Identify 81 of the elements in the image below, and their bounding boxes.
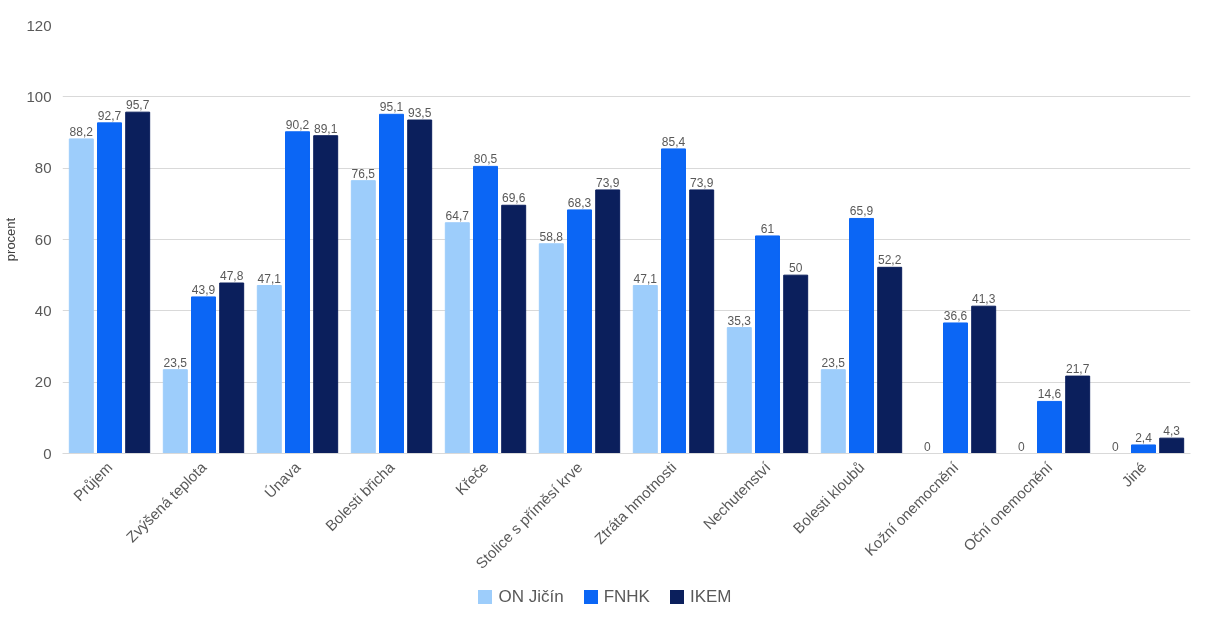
bar — [162, 369, 188, 454]
y-tick-label: 80 — [34, 159, 52, 177]
bar — [783, 274, 809, 454]
bar — [444, 222, 470, 454]
bar — [313, 135, 339, 454]
data-label: 61 — [760, 221, 775, 236]
legend-label: IKEM — [689, 586, 732, 608]
data-label: 88,2 — [69, 124, 94, 139]
legend-label: FNHK — [603, 586, 650, 608]
bar — [689, 189, 715, 454]
data-label: 47,1 — [257, 271, 282, 286]
legend-label: ON Jičín — [498, 586, 564, 608]
y-tick-label: 20 — [34, 373, 52, 391]
x-tick-label: Jiné — [1118, 458, 1150, 490]
data-label: 0 — [923, 439, 931, 454]
data-label: 41,3 — [972, 292, 996, 307]
data-label: 69,6 — [502, 191, 526, 206]
bar — [473, 165, 498, 454]
bar — [661, 148, 686, 454]
bar — [820, 369, 846, 454]
data-label: 47,8 — [220, 269, 244, 284]
data-label: 95,1 — [379, 100, 404, 115]
data-label: 92,7 — [97, 108, 122, 123]
bar — [1037, 400, 1062, 454]
data-label: 23,5 — [163, 355, 188, 370]
bar — [632, 285, 658, 454]
data-label: 35,3 — [727, 313, 752, 328]
data-label: 64,7 — [445, 208, 470, 223]
bar — [68, 138, 94, 454]
bar — [538, 243, 564, 454]
data-label: 80,5 — [473, 152, 498, 167]
data-label: 0 — [1111, 439, 1119, 454]
y-tick-label: 120 — [26, 16, 52, 34]
data-label: 89,1 — [314, 121, 338, 136]
bar — [97, 122, 122, 454]
data-label: 90,2 — [285, 117, 310, 132]
data-label: 58,8 — [539, 229, 564, 244]
data-label: 4,3 — [1163, 424, 1181, 439]
data-label: 93,5 — [408, 106, 432, 121]
bar — [726, 327, 752, 454]
data-label: 0 — [1017, 439, 1025, 454]
bar — [971, 305, 997, 454]
bar — [350, 180, 376, 454]
data-label: 50 — [789, 261, 803, 276]
data-label: 95,7 — [126, 98, 150, 113]
bar — [943, 322, 968, 454]
y-tick-label: 60 — [34, 230, 52, 248]
data-label: 21,7 — [1066, 362, 1090, 377]
data-label: 52,2 — [878, 253, 902, 268]
bar — [1065, 375, 1091, 454]
bar — [501, 204, 527, 454]
bar — [595, 189, 621, 454]
data-label: 23,5 — [821, 355, 846, 370]
bar — [567, 209, 592, 454]
data-label: 36,6 — [943, 308, 968, 323]
bar — [407, 119, 433, 454]
bar — [849, 217, 874, 454]
bar — [1159, 437, 1185, 454]
data-label: 43,9 — [191, 282, 216, 297]
bar — [1131, 444, 1156, 454]
bar — [379, 113, 404, 454]
bar — [285, 131, 310, 454]
y-tick-label: 40 — [34, 301, 52, 319]
data-label: 68,3 — [567, 195, 592, 210]
bar — [125, 111, 151, 454]
data-label: 65,9 — [849, 204, 874, 219]
data-label: 85,4 — [661, 134, 686, 149]
bar — [877, 266, 903, 454]
data-label: 47,1 — [633, 271, 658, 286]
bar — [219, 282, 245, 454]
data-label: 14,6 — [1037, 387, 1062, 402]
data-label: 73,9 — [596, 175, 620, 190]
data-label: 2,4 — [1135, 430, 1153, 445]
data-label: 73,9 — [690, 175, 714, 190]
y-tick-label: 0 — [43, 444, 52, 462]
bar — [755, 235, 780, 454]
data-label: 76,5 — [351, 166, 376, 181]
y-tick-label: 100 — [26, 87, 52, 105]
bar — [256, 285, 282, 454]
bar — [191, 296, 216, 454]
y-axis-title: procent — [3, 217, 19, 262]
